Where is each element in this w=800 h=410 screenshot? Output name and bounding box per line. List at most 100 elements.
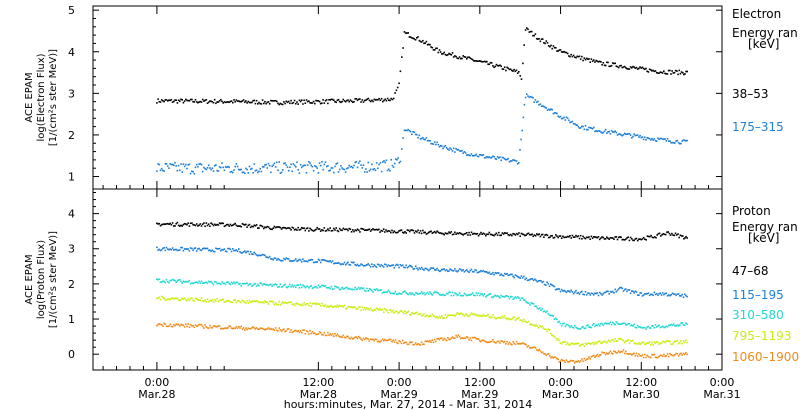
data-point <box>674 142 676 144</box>
data-point <box>156 102 158 104</box>
data-point <box>614 62 616 65</box>
data-point <box>541 325 543 328</box>
data-point <box>397 231 399 234</box>
data-point <box>682 352 685 355</box>
data-point <box>615 352 618 354</box>
data-point <box>170 297 173 299</box>
data-point <box>342 306 345 308</box>
data-point <box>655 340 658 343</box>
data-point <box>532 235 534 238</box>
data-point <box>647 235 650 238</box>
data-point <box>501 274 504 276</box>
data-point <box>285 286 288 288</box>
data-point <box>333 227 335 230</box>
y-tick-label-electron: 2 <box>68 129 75 142</box>
data-point <box>442 232 444 235</box>
data-point <box>587 342 589 344</box>
data-point <box>234 101 236 103</box>
data-point <box>329 169 331 172</box>
x-tick-label-date: Mar.30 <box>542 388 579 401</box>
data-point <box>281 301 284 303</box>
data-point <box>549 45 551 48</box>
data-point <box>283 284 285 286</box>
data-point <box>299 330 302 332</box>
data-point <box>404 341 406 344</box>
data-point <box>212 101 215 104</box>
data-point <box>223 169 226 172</box>
data-point <box>577 125 580 128</box>
data-point <box>661 292 664 294</box>
data-point <box>249 251 252 253</box>
data-point <box>490 273 493 275</box>
data-point <box>192 282 194 285</box>
data-point <box>457 313 460 315</box>
data-point <box>387 230 390 232</box>
data-point <box>607 322 609 325</box>
x-tick-label-date: Mar.29 <box>380 388 417 401</box>
data-point <box>273 283 276 286</box>
data-point <box>470 58 473 60</box>
data-point <box>604 238 607 240</box>
data-point <box>316 226 318 229</box>
data-point <box>428 293 430 295</box>
data-point <box>324 161 327 163</box>
data-point <box>417 136 419 139</box>
data-point <box>350 288 353 291</box>
data-point <box>401 231 404 234</box>
data-point <box>564 290 567 293</box>
data-point <box>502 295 505 298</box>
data-point <box>435 291 437 294</box>
data-point <box>206 327 209 329</box>
data-point <box>369 338 372 340</box>
data-point <box>503 66 506 68</box>
data-point <box>233 99 235 101</box>
data-point <box>451 233 454 236</box>
data-point <box>369 288 372 291</box>
data-point <box>353 230 355 233</box>
data-point <box>548 314 551 317</box>
data-point <box>405 312 407 315</box>
data-point <box>304 164 307 167</box>
data-point <box>410 341 412 344</box>
data-point <box>230 170 233 173</box>
data-point <box>188 163 191 166</box>
y-tick-label-proton: 4 <box>68 208 75 221</box>
data-point <box>222 282 224 285</box>
data-point <box>258 301 260 304</box>
data-point <box>557 288 559 290</box>
data-point <box>519 277 521 279</box>
data-point <box>241 171 244 174</box>
data-point <box>436 338 438 340</box>
data-point <box>503 158 506 160</box>
data-point <box>462 234 464 236</box>
data-point <box>437 143 440 146</box>
data-point <box>515 318 518 320</box>
data-point <box>628 322 631 325</box>
data-point <box>593 236 595 238</box>
data-point <box>541 308 543 310</box>
data-point <box>200 280 203 283</box>
data-point <box>452 294 455 297</box>
data-point <box>572 360 575 362</box>
data-point <box>377 167 379 170</box>
data-point <box>204 247 206 250</box>
data-point <box>338 336 341 338</box>
data-point <box>460 294 462 297</box>
data-point <box>603 340 606 343</box>
data-point <box>479 294 481 297</box>
data-point <box>509 318 512 321</box>
data-point <box>329 99 331 101</box>
data-point <box>429 291 431 293</box>
data-point <box>468 293 470 296</box>
data-point <box>333 288 335 290</box>
data-point <box>295 228 297 231</box>
data-point <box>436 316 438 318</box>
data-point <box>354 336 356 338</box>
data-point <box>411 37 413 39</box>
data-point <box>584 58 587 61</box>
data-point <box>325 229 328 232</box>
data-point <box>158 278 161 280</box>
data-point <box>533 346 536 348</box>
data-point <box>428 315 430 318</box>
data-point <box>625 133 627 135</box>
